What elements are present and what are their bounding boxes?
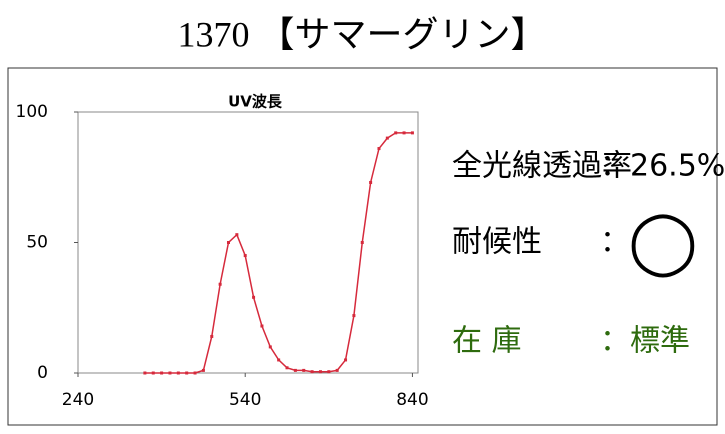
- point: [252, 295, 256, 299]
- x-tick-label: 540: [229, 390, 261, 410]
- spec-label: 耐候性: [452, 225, 542, 260]
- point: [394, 131, 398, 135]
- point: [318, 370, 322, 374]
- x-tick-label: 840: [396, 390, 428, 410]
- x-tick-label: 240: [62, 390, 94, 410]
- point: [327, 370, 331, 374]
- plot-area: [77, 111, 419, 374]
- point: [410, 131, 414, 135]
- point: [201, 368, 205, 372]
- point: [277, 358, 281, 362]
- spec-value: ：: [600, 225, 630, 260]
- point: [176, 371, 180, 375]
- point: [168, 371, 172, 375]
- point: [385, 136, 389, 140]
- point: [293, 368, 297, 372]
- point: [243, 254, 247, 258]
- point: [260, 324, 264, 328]
- point: [151, 371, 155, 375]
- chart-title: UV波長: [228, 93, 283, 111]
- spec-label: 在 庫: [452, 324, 522, 359]
- point: [352, 314, 356, 318]
- point: [235, 233, 239, 237]
- y-tick-label: 0: [37, 363, 48, 383]
- point: [335, 368, 339, 372]
- point: [402, 131, 406, 135]
- point: [302, 368, 306, 372]
- point: [344, 358, 348, 362]
- point: [268, 345, 272, 349]
- y-tick-label: 100: [16, 102, 48, 122]
- point: [193, 371, 197, 375]
- point: [218, 282, 222, 286]
- point: [310, 370, 314, 374]
- point: [369, 180, 373, 184]
- point: [210, 334, 214, 338]
- spec-rating: ◯: [628, 204, 697, 278]
- product-title: 1370 【サマーグリン】: [177, 14, 546, 54]
- card-frame: [7, 67, 718, 426]
- point: [285, 366, 289, 370]
- point: [160, 371, 164, 375]
- spec-value: ：標準: [600, 324, 690, 359]
- spec-label: 全光線透過率: [452, 149, 632, 184]
- point: [360, 241, 364, 244]
- series-line: [144, 132, 413, 374]
- point: [226, 241, 230, 244]
- point: [185, 371, 189, 375]
- y-tick-label: 50: [26, 233, 48, 253]
- point: [377, 147, 381, 151]
- point: [143, 371, 147, 375]
- spec-value: ：26.5%: [600, 149, 725, 184]
